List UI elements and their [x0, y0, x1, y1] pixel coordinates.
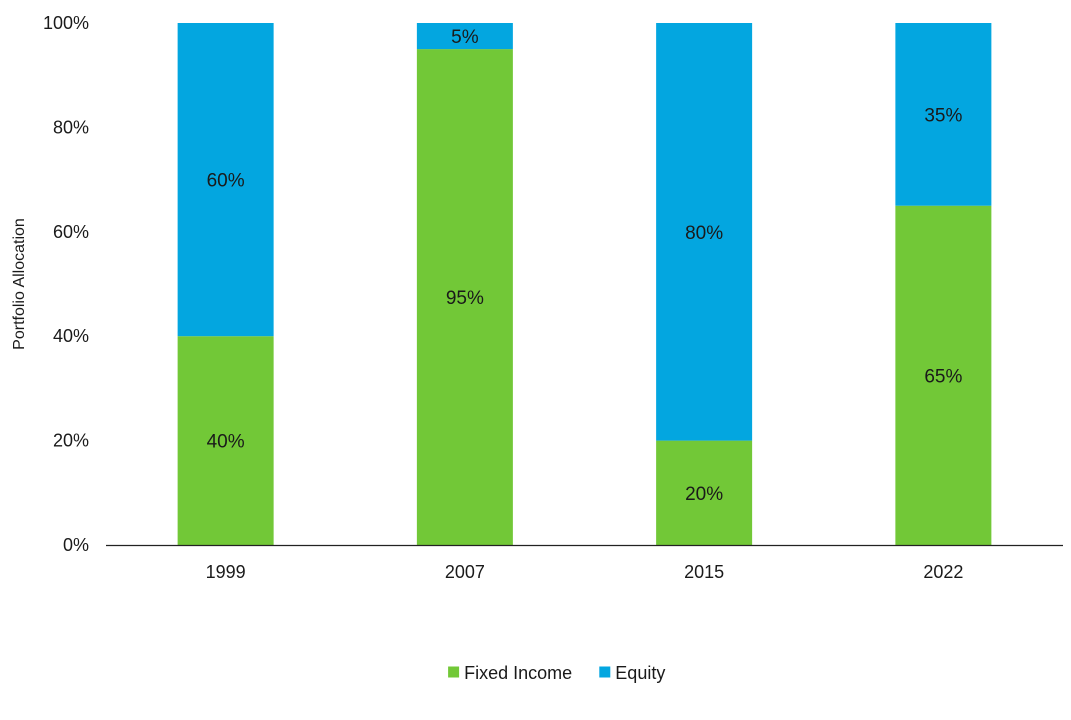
bar-equity-1999: [177, 23, 274, 337]
legend-label-fixed-income: Fixed Income: [464, 663, 572, 683]
bar-equity-2015: [656, 23, 753, 441]
legend-swatch-equity: [599, 666, 611, 678]
bar-fixed-income-2022: [895, 205, 992, 545]
bar-equity-2022: [895, 23, 992, 206]
data-labels: 40% 60% 95% 5% 20% 80% 65% 35%: [207, 27, 963, 505]
x-tick-label: 2015: [684, 562, 724, 582]
legend-label-equity: Equity: [615, 663, 665, 683]
bar-fixed-income-2007: [416, 49, 513, 545]
legend-swatch-fixed-income: [448, 666, 460, 678]
y-tick-label: 100%: [43, 13, 89, 33]
x-tick-labels: 1999 2007 2015 2022: [206, 562, 964, 582]
y-axis-title-group: Portfolio Allocation: [11, 218, 28, 350]
x-tick-label: 2007: [445, 562, 485, 582]
data-label-equity-2007: 5%: [451, 27, 479, 48]
bar-equity-2007: [416, 23, 513, 50]
data-label-fixed-income-2015: 20%: [685, 484, 723, 505]
x-tick-label: 1999: [206, 562, 246, 582]
x-tick-label: 2022: [923, 562, 963, 582]
bar-fixed-income-1999: [177, 336, 274, 545]
data-label-equity-1999: 60%: [207, 171, 245, 192]
y-tick-label: 20%: [53, 431, 89, 451]
data-label-fixed-income-2007: 95%: [446, 288, 484, 309]
y-tick-label: 0%: [63, 535, 89, 555]
bar-fixed-income-2015: [656, 440, 753, 545]
y-tick-label: 60%: [53, 222, 89, 242]
data-label-equity-2015: 80%: [685, 223, 723, 244]
legend: Fixed Income Equity: [448, 663, 665, 683]
y-axis-title: Portfolio Allocation: [11, 218, 28, 350]
y-tick-label: 40%: [53, 326, 89, 346]
data-label-equity-2022: 35%: [924, 105, 962, 126]
y-tick-label: 80%: [53, 117, 89, 137]
y-tick-labels: 0% 20% 40% 60% 80% 100%: [43, 13, 89, 555]
data-label-fixed-income-1999: 40%: [207, 432, 245, 453]
bars: [177, 23, 992, 545]
data-label-fixed-income-2022: 65%: [924, 366, 962, 387]
